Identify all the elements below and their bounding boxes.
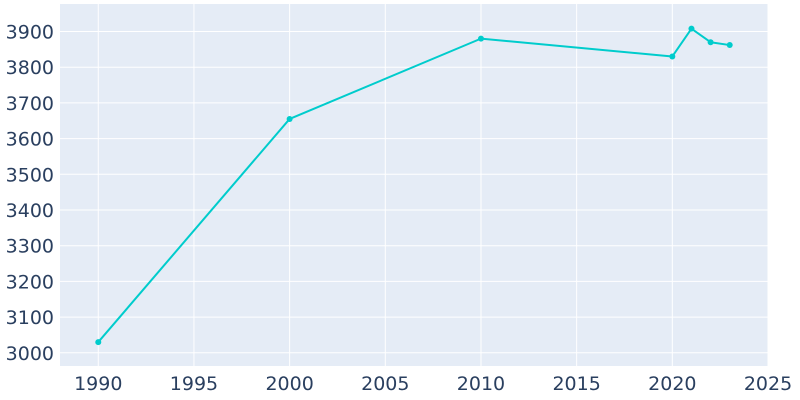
series-layer xyxy=(95,25,733,346)
y-tick-label: 3900 xyxy=(6,21,54,43)
data-point[interactable] xyxy=(688,25,695,32)
data-point[interactable] xyxy=(726,42,733,49)
y-tick-label: 3200 xyxy=(6,271,54,293)
y-tick-label: 3800 xyxy=(6,57,54,79)
y-tick-label: 3600 xyxy=(6,129,54,151)
x-tick-label: 2025 xyxy=(744,373,792,395)
data-point[interactable] xyxy=(707,39,714,46)
y-tick-label: 3100 xyxy=(6,307,54,329)
y-tick-label: 3700 xyxy=(6,93,54,115)
plot-background xyxy=(60,4,768,366)
x-tick-label: 2000 xyxy=(265,373,313,395)
x-tick-label: 2015 xyxy=(552,373,600,395)
data-point[interactable] xyxy=(477,35,484,42)
x-tick-label: 1990 xyxy=(74,373,122,395)
data-point[interactable] xyxy=(286,115,293,122)
x-tick-label: 2010 xyxy=(457,373,505,395)
y-tick-label: 3400 xyxy=(6,200,54,222)
y-tick-label: 3300 xyxy=(6,236,54,258)
data-point[interactable] xyxy=(95,339,102,346)
y-tick-label: 3500 xyxy=(6,164,54,186)
x-tick-label: 1995 xyxy=(170,373,218,395)
data-point[interactable] xyxy=(669,53,676,60)
x-axis-ticks: 1990 1995 2000 2005 2010 2015 2020 2025 xyxy=(74,373,792,395)
x-tick-label: 2005 xyxy=(361,373,409,395)
y-axis-ticks: 3000 3100 3200 3300 3400 3500 3600 3700 3800 3900 xyxy=(6,21,54,364)
x-tick-label: 2020 xyxy=(648,373,696,395)
y-tick-label: 3000 xyxy=(6,343,54,365)
